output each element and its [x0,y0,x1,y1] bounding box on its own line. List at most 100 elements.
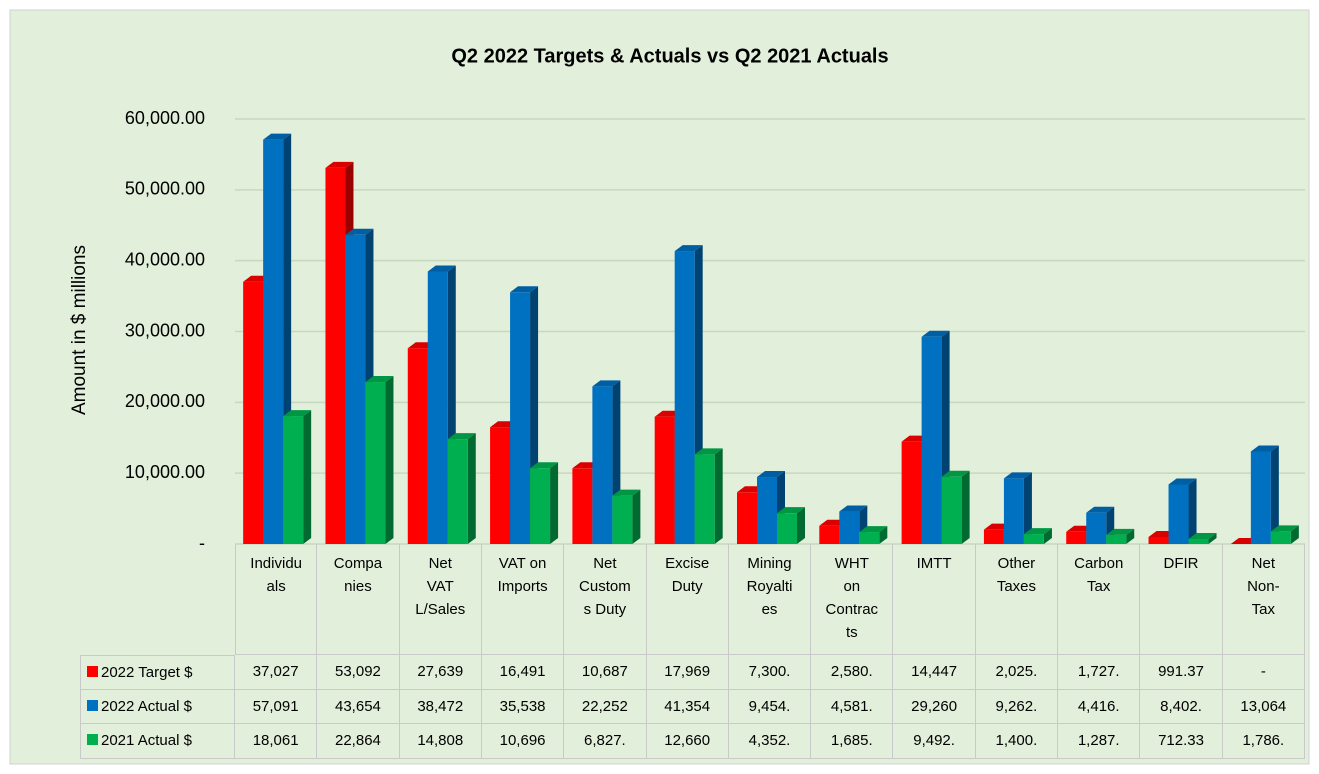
bar [983,529,1004,544]
data-label: 7,300. [728,655,812,690]
data-label: 991.37 [1140,655,1223,690]
bar-top [427,265,456,272]
y-tick-label: 40,000.00 [125,249,205,269]
bar [921,336,942,544]
data-label: 43,654 [317,689,400,724]
bar [757,477,777,544]
bar-side [1126,528,1135,544]
data-label: 53,092 [317,655,400,690]
x-tick-label: Net VAT L/Sales [399,544,482,655]
bar [941,476,962,544]
data-label: 16,491 [481,655,565,690]
y-axis-label: Amount in $ millions [69,245,90,415]
y-tick-label: 10,000.00 [125,462,205,482]
legend-item: 2022 Target $ [80,655,235,690]
bar-side [961,470,970,544]
bar [1106,534,1127,544]
bar-side [467,433,476,544]
bar [447,439,468,544]
bar [839,511,860,544]
bar [1148,536,1169,544]
x-tick-label: Companies [317,544,400,655]
legend-swatch [87,699,98,711]
bar [490,427,511,544]
legend-swatch [87,734,98,745]
bar [694,454,715,544]
data-label: 6,827. [564,724,647,759]
bar-top [1188,532,1217,539]
bar [674,251,695,544]
legend-swatch [87,666,98,677]
data-label: 57,091 [235,689,318,724]
bar [572,468,593,544]
bar-side [1270,445,1279,544]
chart-title: Q2 2022 Targets & Actuals vs Q2 2021 Act… [451,45,888,67]
bar-side [1290,525,1299,544]
bar-side [550,462,559,544]
bar [243,281,264,544]
bar-side [1023,472,1032,544]
data-label: 27,639 [399,655,482,690]
data-label: 22,252 [564,689,647,724]
bar [654,416,675,544]
bar [407,348,428,544]
bar [1023,534,1044,544]
bar [1066,531,1087,544]
data-label: - [1222,655,1305,690]
bar-side [879,526,888,544]
bar [819,525,840,544]
bar-side [1043,528,1052,544]
x-tick-label: Mining Royalties [728,544,812,655]
bar-top [1168,478,1197,485]
bar-top [839,505,868,512]
bar-top [757,471,785,478]
bar [592,386,613,544]
bar-side [1208,532,1217,544]
x-tick-label: Net Customs Duty [564,544,647,655]
y-tick-label: 30,000.00 [125,320,205,340]
data-label: 14,447 [893,655,976,690]
legend-label: 2021 Actual $ [101,732,192,749]
x-tick-label: VAT on Imports [481,544,565,655]
data-label: 9,454. [728,689,812,724]
bar [737,492,757,544]
legend-item: 2021 Actual $ [80,724,235,759]
bar-top [1106,528,1135,535]
bar-top [1003,472,1032,479]
bar-top [941,470,970,477]
bar [859,532,880,544]
x-tick-label: WHT on Contracts [811,544,894,655]
data-label: 4,581. [811,689,894,724]
bar-top [530,462,559,469]
legend-label: 2022 Target $ [101,664,193,681]
data-label: 8,402. [1140,689,1223,724]
bar-side [714,448,723,544]
bar [1086,512,1107,544]
y-tick-label: 20,000.00 [125,391,205,411]
data-label: 38,472 [399,689,482,724]
bar-top [777,507,805,514]
data-label: 2,580. [811,655,894,690]
bar-side [797,507,805,544]
bar-side [632,489,641,544]
y-tick-label: - [199,533,205,553]
bar [1250,451,1271,544]
x-tick-label: Carbon Tax [1058,544,1141,655]
data-label: 22,864 [317,724,400,759]
bar [427,271,448,544]
data-label: 41,354 [646,689,729,724]
bar [283,416,304,544]
data-label: 1,727. [1058,655,1141,690]
data-label: 4,416. [1058,689,1141,724]
bar-side [303,410,312,544]
bar-top [345,228,374,235]
bar-top [283,410,312,417]
bar-side [1188,478,1197,544]
bar [777,513,797,544]
bar-top [510,286,539,293]
data-label: 2,025. [975,655,1059,690]
bar [1188,538,1209,544]
y-tick-label: 60,000.00 [125,108,205,128]
bar [365,382,386,544]
bar-top [859,526,888,533]
